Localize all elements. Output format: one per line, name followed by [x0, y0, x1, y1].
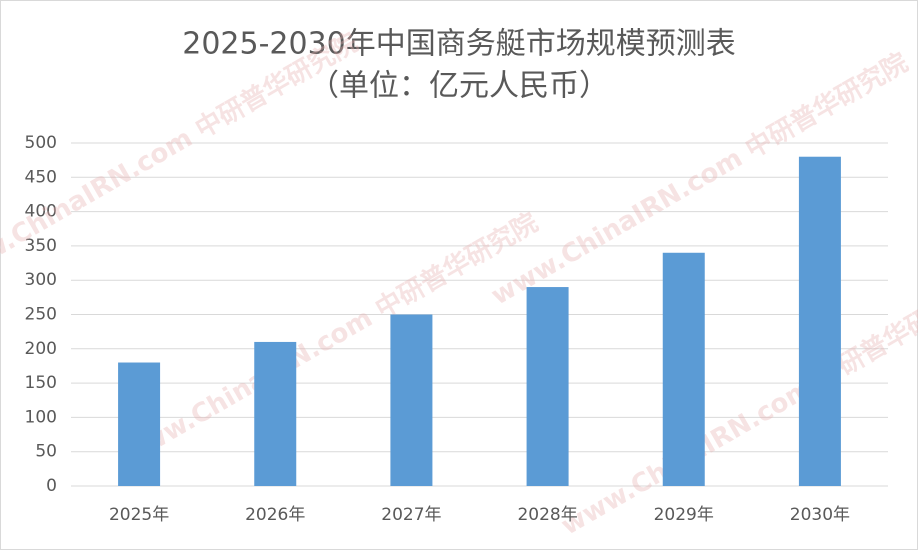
x-tick-label: 2025年: [109, 505, 169, 525]
y-tick-label: 200: [25, 339, 57, 359]
y-tick-label: 150: [25, 373, 57, 393]
y-tick-label: 100: [25, 407, 57, 427]
bar: [254, 341, 297, 486]
y-tick-label: 400: [25, 202, 57, 222]
bar: [118, 362, 161, 486]
bar: [526, 287, 569, 486]
x-tick-label: 2030年: [790, 505, 850, 525]
y-tick-label: 450: [25, 167, 57, 187]
y-tick-label: 250: [25, 305, 57, 325]
y-tick-label: 0: [46, 476, 57, 496]
x-tick-label: 2029年: [654, 505, 714, 525]
x-tick-label: 2027年: [381, 505, 441, 525]
x-tick-label: 2026年: [245, 505, 305, 525]
bar: [798, 156, 841, 486]
y-tick-label: 500: [25, 133, 57, 153]
y-tick-label: 50: [35, 442, 57, 462]
chart-subtitle: （单位：亿元人民币）: [309, 69, 609, 104]
bar: [390, 314, 433, 486]
chart-title: 2025-2030年中国商务艇市场规模预测表: [182, 27, 736, 62]
y-tick-label: 350: [25, 236, 57, 256]
x-tick-label: 2028年: [517, 505, 577, 525]
y-tick-label: 300: [25, 270, 57, 290]
bar: [662, 252, 705, 486]
